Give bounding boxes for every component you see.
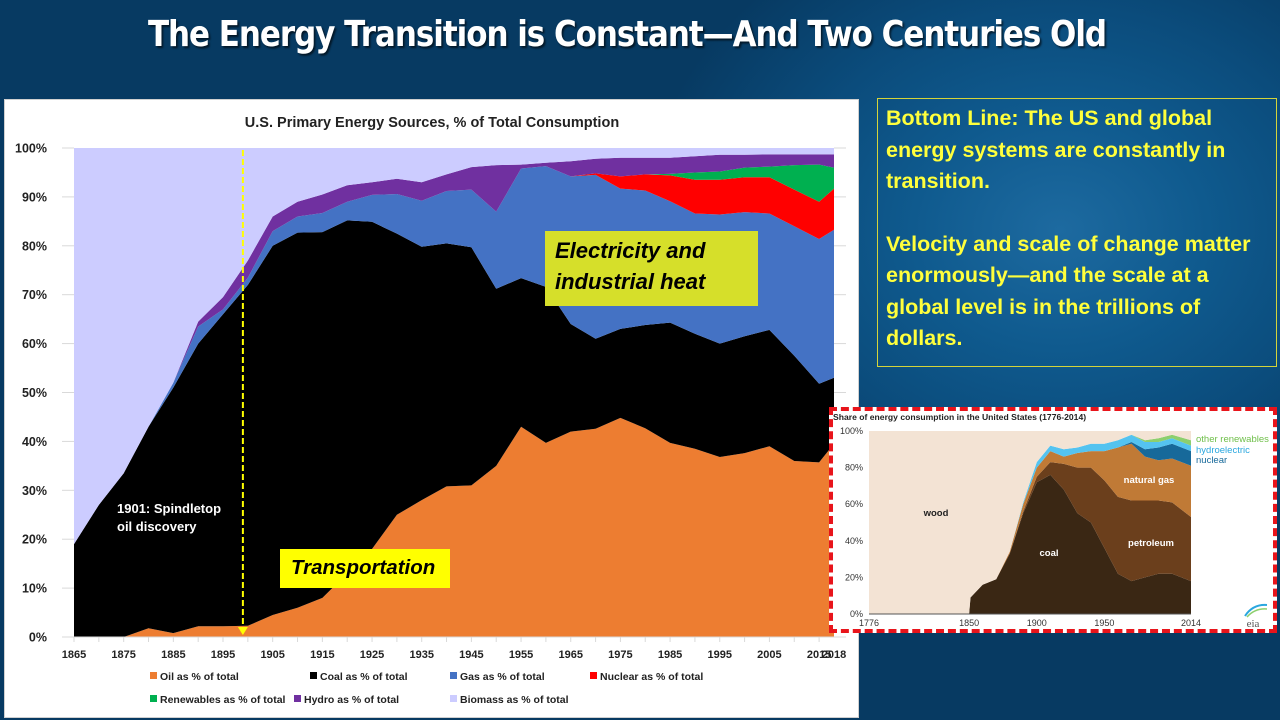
inset-area-wood <box>869 431 1191 614</box>
x-tick-label: 1975 <box>608 649 632 661</box>
slide-title: The Energy Transition is Constant—And Tw… <box>147 14 1107 55</box>
x-tick-label: 1925 <box>360 649 384 661</box>
inset-x-tick-label: 1776 <box>859 618 879 628</box>
legend-label-gas-as-of-total: Gas as % of total <box>460 671 545 683</box>
eia-logo: eia <box>1247 618 1260 629</box>
y-tick-label: 10% <box>22 582 47 596</box>
eia-inset-area-chart: Share of energy consumption in the Unite… <box>833 412 1269 629</box>
x-tick-label: 1995 <box>708 649 732 661</box>
x-tick-label: 1905 <box>260 649 284 661</box>
y-tick-label: 30% <box>22 484 47 498</box>
x-tick-label: 1915 <box>310 649 334 661</box>
inset-y-tick-label: 40% <box>845 536 863 546</box>
main-chart-panel: U.S. Primary Energy Sources, % of Total … <box>4 99 859 718</box>
inset-area-natural-gas <box>869 443 1191 614</box>
bottom-line-paragraph-2: Velocity and scale of change matter enor… <box>886 231 1251 351</box>
inset-x-tick-label: 2014 <box>1181 618 1201 628</box>
legend-swatch-renewables-as-of-total <box>150 695 157 702</box>
inset-x-tick-label: 1850 <box>959 618 979 628</box>
bottom-line-textbox: Bottom Line: The US and global energy sy… <box>877 98 1277 367</box>
x-tick-label: 1865 <box>62 649 86 661</box>
inset-area-nuclear <box>869 442 1191 614</box>
x-tick-label: 1965 <box>558 649 582 661</box>
legend-swatch-coal-as-of-total <box>310 672 317 679</box>
inset-y-tick-label: 100% <box>840 426 863 436</box>
legend-swatch-gas-as-of-total <box>450 672 457 679</box>
x-tick-label: 1985 <box>658 649 682 661</box>
area-series-oil-as-of-total <box>74 417 834 637</box>
y-tick-label: 40% <box>22 435 47 449</box>
inset-label-coal: coal <box>1039 548 1058 559</box>
inset-label-wood: wood <box>923 508 949 519</box>
legend-label-nuclear-as-of-total: Nuclear as % of total <box>600 671 703 683</box>
y-tick-label: 100% <box>15 142 47 156</box>
x-tick-label: 1875 <box>111 649 135 661</box>
area-series-biomass-as-of-total <box>74 148 834 545</box>
inset-label-natural-gas: natural gas <box>1124 475 1175 486</box>
bottom-line-paragraph-1: Bottom Line: The US and global energy sy… <box>886 106 1226 193</box>
inset-y-tick-label: 80% <box>845 463 863 473</box>
y-tick-label: 20% <box>22 533 47 547</box>
transportation-callout: Transportation <box>280 549 450 588</box>
area-series-nuclear-as-of-total <box>74 166 834 545</box>
spindletop-line2: oil discovery <box>117 519 197 534</box>
legend-label-renewables-as-of-total: Renewables as % of total <box>160 694 286 706</box>
x-tick-label: 1885 <box>161 649 185 661</box>
legend-swatch-oil-as-of-total <box>150 672 157 679</box>
x-tick-label: 1945 <box>459 649 483 661</box>
legend-label-biomass-as-of-total: Biomass as % of total <box>460 694 569 706</box>
legend-label-hydro-as-of-total: Hydro as % of total <box>304 694 399 706</box>
inset-x-tick-label: 1950 <box>1094 618 1114 628</box>
inset-label-petroleum: petroleum <box>1128 538 1174 549</box>
y-tick-label: 50% <box>22 386 47 400</box>
area-series-coal-as-of-total <box>74 220 834 637</box>
inset-label-other-renewables: other renewables <box>1196 434 1269 445</box>
inset-label-hydroelectric: hydroelectric <box>1196 445 1250 456</box>
x-tick-label: 2018 <box>822 649 846 661</box>
x-tick-label: 1955 <box>509 649 533 661</box>
y-tick-label: 90% <box>22 190 47 204</box>
legend-swatch-nuclear-as-of-total <box>590 672 597 679</box>
x-tick-label: 2005 <box>757 649 781 661</box>
inset-x-tick-label: 1900 <box>1027 618 1047 628</box>
x-tick-label: 1895 <box>211 649 235 661</box>
legend-label-oil-as-of-total: Oil as % of total <box>160 671 239 683</box>
inset-area-petroleum <box>869 462 1191 614</box>
y-tick-label: 60% <box>22 337 47 351</box>
eia-logo-swoosh2-icon <box>1246 608 1268 618</box>
spindletop-line1: 1901: Spindletop <box>117 501 222 516</box>
y-tick-label: 0% <box>29 631 47 645</box>
legend-label-coal-as-of-total: Coal as % of total <box>320 671 408 683</box>
eia-logo-swoosh-icon <box>1244 603 1268 617</box>
inset-y-tick-label: 20% <box>845 572 863 582</box>
x-tick-label: 1935 <box>409 649 433 661</box>
inset-y-tick-label: 0% <box>850 609 863 619</box>
chart-title: U.S. Primary Energy Sources, % of Total … <box>245 115 619 131</box>
y-tick-label: 80% <box>22 239 47 253</box>
inset-chart-title: Share of energy consumption in the Unite… <box>833 412 1086 422</box>
inset-y-tick-label: 60% <box>845 499 863 509</box>
main-area-chart: U.S. Primary Energy Sources, % of Total … <box>15 115 846 706</box>
x-tick-label: 2015 <box>807 649 831 661</box>
y-tick-label: 70% <box>22 288 47 302</box>
legend-swatch-biomass-as-of-total <box>450 695 457 702</box>
inset-label-nuclear: nuclear <box>1196 455 1227 466</box>
spindletop-arrowhead-icon <box>237 627 248 635</box>
legend-swatch-hydro-as-of-total <box>294 695 301 702</box>
inset-area-coal <box>869 474 1191 614</box>
spindletop-annotation: 1901: Spindletop oil discovery <box>117 500 221 536</box>
electricity-callout: Electricity and industrial heat <box>545 231 758 306</box>
eia-inset-chart-panel: Share of energy consumption in the Unite… <box>829 407 1277 633</box>
